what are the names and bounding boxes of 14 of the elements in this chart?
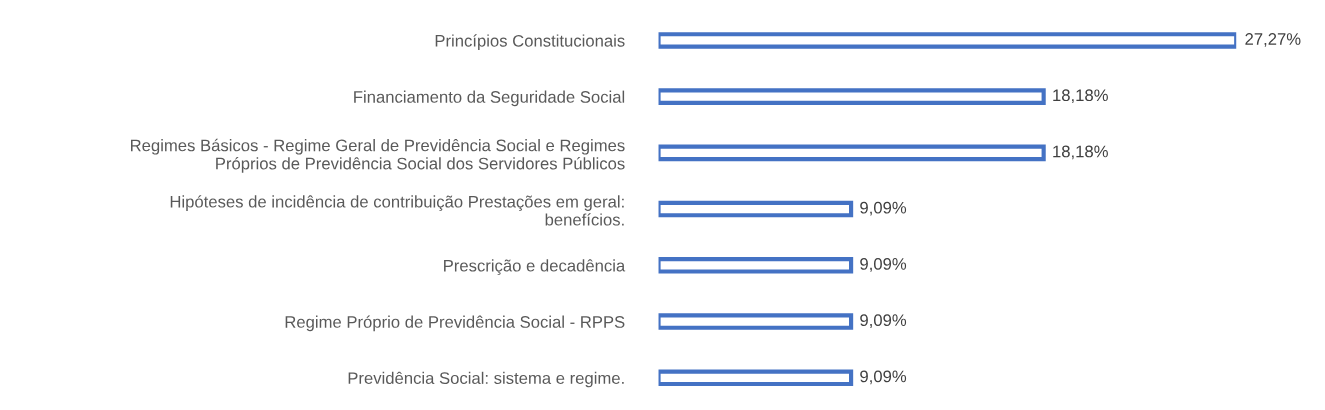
y-tick-label: Previdência Social: sistema e regime. — [348, 371, 624, 388]
y-tick-label: Financiamento da Seguridade Social — [354, 90, 625, 107]
y-tick-label: Regimes Básicos - Regime Geral de Previdência Social e Regimes Próprios de Previdência Social dos Servidores Públicos — [131, 138, 625, 173]
data-label: 9,09% — [860, 201, 907, 216]
y-tick-label: Hipóteses de incidência de contribuição Prestações em geral: benefícios. — [170, 195, 624, 226]
y-tick-label: Prescrição e decadência — [444, 259, 626, 275]
data-label: 9,09% — [860, 258, 907, 272]
data-label: 27,27% — [1245, 33, 1301, 47]
data-label: 18,18% — [1053, 145, 1108, 160]
y-tick-label: Regime Próprio de Previdência Social - RPPS — [285, 315, 625, 332]
data-label: 9,09% — [860, 370, 907, 385]
data-label: 9,09% — [860, 314, 907, 328]
data-label: 18,18% — [1053, 89, 1108, 104]
y-tick-label: Princípios Constitucionais — [435, 34, 625, 51]
